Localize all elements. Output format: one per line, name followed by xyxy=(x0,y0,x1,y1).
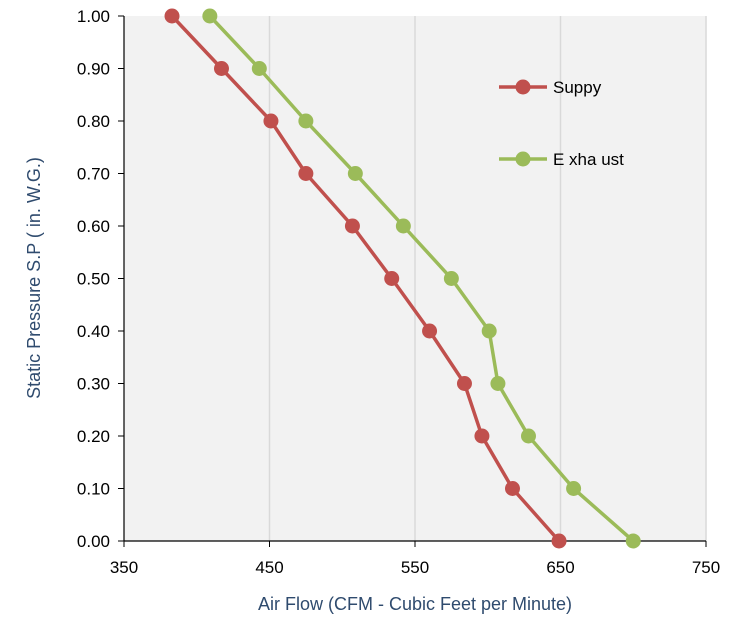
y-tick-label: 0.90 xyxy=(77,60,110,79)
data-point xyxy=(213,61,229,76)
data-point xyxy=(164,8,180,24)
y-tick-label: 0.30 xyxy=(77,375,110,394)
x-tick-label: 350 xyxy=(110,558,138,577)
data-point xyxy=(263,113,279,129)
data-point xyxy=(551,533,567,549)
gridlines xyxy=(268,16,707,541)
x-tick-label: 750 xyxy=(692,558,720,577)
data-point xyxy=(298,166,314,181)
legend-swatch-marker xyxy=(515,79,531,95)
legend-label: Suppy xyxy=(553,78,602,97)
data-point xyxy=(520,428,536,444)
legend: Suppy E xha ust xyxy=(499,78,624,169)
y-tick-label: 0.10 xyxy=(77,480,110,499)
data-point xyxy=(443,271,459,286)
data-point xyxy=(625,533,641,549)
y-tick-label: 0.50 xyxy=(77,270,110,289)
data-point xyxy=(474,428,490,444)
x-tick-label: 650 xyxy=(546,558,574,577)
data-point xyxy=(298,113,314,129)
data-point xyxy=(422,323,438,339)
y-tick-label: 0.70 xyxy=(77,165,110,184)
y-tick-label: 1.00 xyxy=(77,7,110,26)
data-point xyxy=(566,481,582,496)
data-point xyxy=(202,8,218,24)
x-axis-title: Air Flow (CFM - Cubic Feet per Minute) xyxy=(258,594,572,614)
y-tick-label: 0.80 xyxy=(77,112,110,131)
data-point xyxy=(251,61,267,76)
y-tick-label: 0.20 xyxy=(77,427,110,446)
data-point xyxy=(490,376,506,391)
series-group xyxy=(164,8,641,549)
x-tick-label: 550 xyxy=(401,558,429,577)
x-tick-label: 450 xyxy=(255,558,283,577)
data-point xyxy=(504,481,520,496)
y-axis-title: Static Pressure S.P ( in. W.G.) xyxy=(24,157,44,399)
data-point xyxy=(481,323,497,339)
data-point xyxy=(384,271,400,286)
y-tick-label: 0.40 xyxy=(77,322,110,341)
y-tick-label: 0.00 xyxy=(77,532,110,551)
data-point xyxy=(344,218,360,234)
data-point xyxy=(456,376,472,391)
axes xyxy=(118,15,707,547)
legend-swatch-marker xyxy=(515,151,531,167)
data-point xyxy=(395,218,411,234)
data-point xyxy=(347,166,363,181)
y-tick-label: 0.60 xyxy=(77,217,110,236)
legend-label: E xha ust xyxy=(553,150,624,169)
tick-labels: 350 450 550 650 750 0.00 0.10 0.20 0.30 0.40 0.50 0… xyxy=(77,7,720,577)
